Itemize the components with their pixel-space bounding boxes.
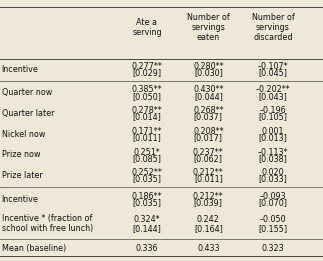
Text: Prize later: Prize later <box>2 171 42 180</box>
Text: [0.043]: [0.043] <box>258 92 287 101</box>
Text: 0.186**: 0.186** <box>132 192 162 201</box>
Text: [0.037]: [0.037] <box>194 112 223 121</box>
Text: [0.035]: [0.035] <box>132 175 162 183</box>
Text: [0.085]: [0.085] <box>132 154 162 163</box>
Text: –0.113*: –0.113* <box>258 147 288 157</box>
Text: [0.013]: [0.013] <box>258 133 287 142</box>
Text: [0.017]: [0.017] <box>194 133 223 142</box>
Text: 0.433: 0.433 <box>197 244 220 253</box>
Text: [0.050]: [0.050] <box>132 92 162 101</box>
Text: 0.280**: 0.280** <box>193 62 224 71</box>
Text: 0.237**: 0.237** <box>193 147 224 157</box>
Text: [0.011]: [0.011] <box>132 133 162 142</box>
Text: Number of
servings
discarded: Number of servings discarded <box>252 13 294 42</box>
Text: Incentive: Incentive <box>2 64 38 74</box>
Text: –0.107*: –0.107* <box>258 62 288 71</box>
Text: 0.208**: 0.208** <box>193 127 224 136</box>
Text: 0.336: 0.336 <box>136 244 158 253</box>
Text: 0.430**: 0.430** <box>193 85 224 94</box>
Text: –0.196: –0.196 <box>260 106 286 115</box>
Text: Prize now: Prize now <box>2 150 40 159</box>
Text: 0.212**: 0.212** <box>193 192 224 201</box>
Text: [0.045]: [0.045] <box>258 68 287 77</box>
Text: 0.278**: 0.278** <box>131 106 162 115</box>
Text: Quarter now: Quarter now <box>2 88 52 97</box>
Text: 0.171**: 0.171** <box>132 127 162 136</box>
Text: [0.144]: [0.144] <box>132 224 162 233</box>
Text: Nickel now: Nickel now <box>2 129 45 139</box>
Text: 0.268**: 0.268** <box>193 106 224 115</box>
Text: Incentive: Incentive <box>2 194 38 204</box>
Text: Quarter later: Quarter later <box>2 109 54 118</box>
Text: [0.039]: [0.039] <box>194 198 223 207</box>
Text: [0.033]: [0.033] <box>258 175 287 183</box>
Text: –0.202**: –0.202** <box>255 85 290 94</box>
Text: 0.323: 0.323 <box>262 244 284 253</box>
Text: 0.020: 0.020 <box>262 168 284 177</box>
Text: [0.029]: [0.029] <box>132 68 162 77</box>
Text: [0.044]: [0.044] <box>194 92 223 101</box>
Text: [0.030]: [0.030] <box>194 68 223 77</box>
Text: 0.252**: 0.252** <box>131 168 162 177</box>
Text: 0.251*: 0.251* <box>134 147 160 157</box>
Text: –0.093: –0.093 <box>260 192 286 201</box>
Text: 0.212**: 0.212** <box>193 168 224 177</box>
Text: Ate a
serving: Ate a serving <box>132 18 162 37</box>
Text: Mean (baseline): Mean (baseline) <box>2 244 66 253</box>
Text: [0.014]: [0.014] <box>132 112 162 121</box>
Text: –0.050: –0.050 <box>260 215 286 224</box>
Text: [0.155]: [0.155] <box>258 224 287 233</box>
Text: 0.242: 0.242 <box>197 215 220 224</box>
Text: [0.105]: [0.105] <box>258 112 287 121</box>
Text: [0.164]: [0.164] <box>194 224 223 233</box>
Text: [0.011]: [0.011] <box>194 175 223 183</box>
Text: Number of
servings
eaten: Number of servings eaten <box>187 13 230 42</box>
Text: 0.001: 0.001 <box>262 127 284 136</box>
Text: 0.324*: 0.324* <box>134 215 160 224</box>
Text: [0.070]: [0.070] <box>258 198 287 207</box>
Text: [0.035]: [0.035] <box>132 198 162 207</box>
Text: [0.038]: [0.038] <box>258 154 287 163</box>
Text: [0.062]: [0.062] <box>194 154 223 163</box>
Text: 0.385**: 0.385** <box>132 85 162 94</box>
Text: Incentive * (fraction of
school with free lunch): Incentive * (fraction of school with fre… <box>2 214 93 233</box>
Text: 0.277**: 0.277** <box>131 62 162 71</box>
